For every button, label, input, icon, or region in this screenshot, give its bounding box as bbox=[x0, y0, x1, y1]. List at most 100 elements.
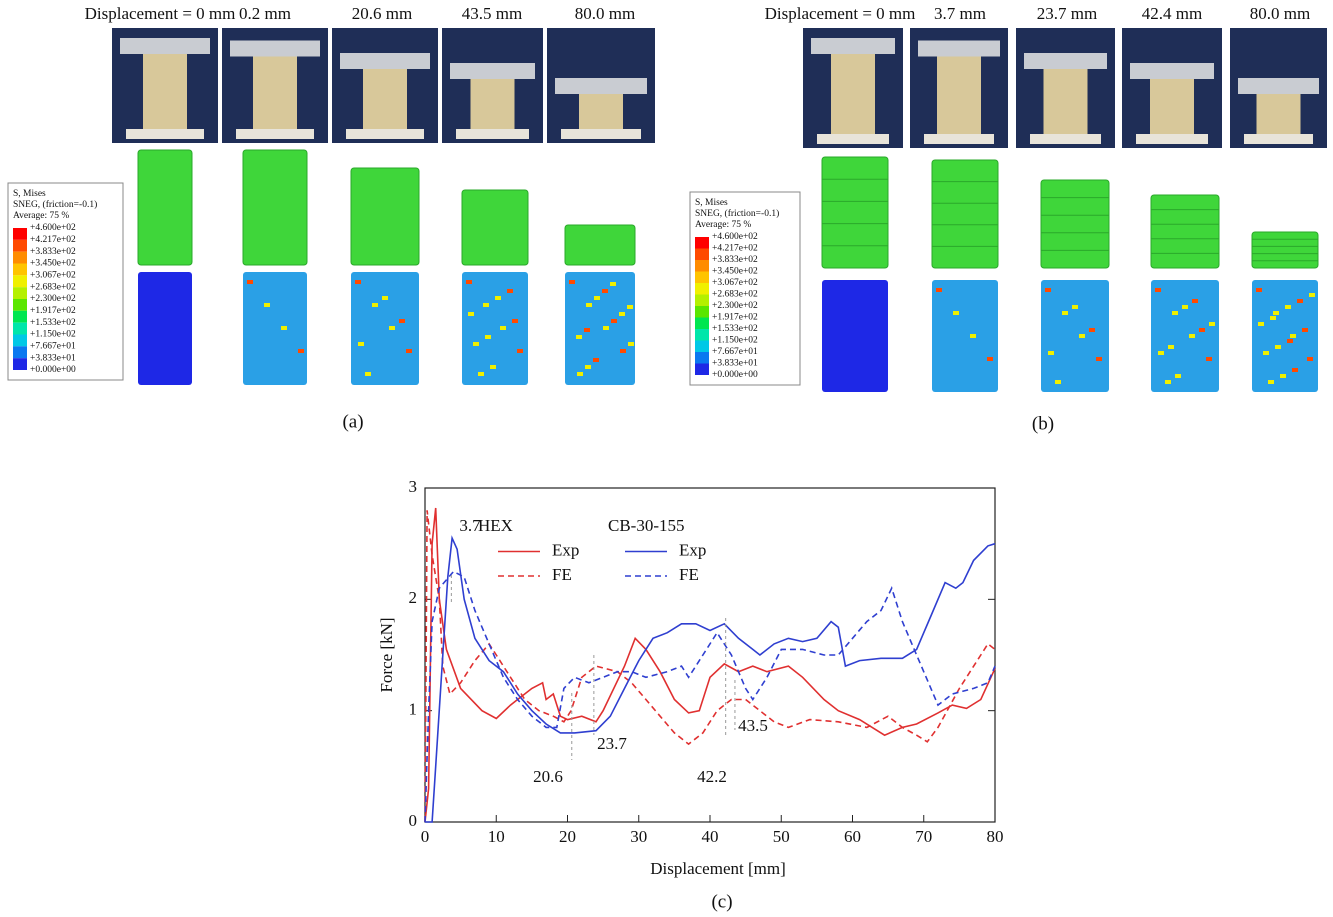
annotation: 43.5 bbox=[738, 716, 768, 735]
stress-spot bbox=[953, 311, 959, 315]
stress-spot bbox=[987, 357, 993, 361]
stress-spot bbox=[1182, 305, 1188, 309]
color-swatch bbox=[695, 237, 709, 249]
photo bbox=[222, 28, 328, 143]
stress-spot bbox=[517, 349, 523, 353]
legend-label: Exp bbox=[679, 540, 706, 559]
x-tick-label: 0 bbox=[421, 827, 430, 846]
stress-spot bbox=[577, 372, 583, 376]
stress-spot bbox=[594, 296, 600, 300]
stress-spot bbox=[507, 289, 513, 293]
caption: (c) bbox=[711, 891, 732, 912]
stress-spot bbox=[485, 335, 491, 339]
series-line bbox=[424, 510, 996, 823]
photo bbox=[547, 28, 655, 143]
stress-spot bbox=[611, 319, 617, 323]
stress-spot bbox=[1268, 380, 1274, 384]
scale-label: +4.600e+02 bbox=[712, 232, 758, 242]
stress-spot bbox=[576, 335, 582, 339]
stage-label: Displacement = 0 mm bbox=[765, 4, 916, 23]
scale-label: +1.533e+02 bbox=[712, 324, 758, 334]
stress-spot bbox=[602, 289, 608, 293]
stress-spot bbox=[610, 282, 616, 286]
stress-spot bbox=[495, 296, 501, 300]
legend-line: SNEG, (friction=-0.1) bbox=[695, 208, 779, 219]
stress-spot bbox=[298, 349, 304, 353]
platen bbox=[450, 63, 535, 79]
stress-spot bbox=[365, 372, 371, 376]
fe-deformed bbox=[1150, 194, 1220, 269]
base bbox=[126, 129, 204, 139]
fe-deformed bbox=[242, 149, 308, 266]
stress-spot bbox=[478, 372, 484, 376]
stress-spot bbox=[627, 305, 633, 309]
stress-spot bbox=[281, 326, 287, 330]
stress-spot bbox=[1096, 357, 1102, 361]
color-swatch bbox=[13, 251, 27, 264]
x-tick-label: 70 bbox=[915, 827, 932, 846]
scale-label: +4.217e+02 bbox=[30, 235, 76, 245]
scale-label: +7.667e+01 bbox=[712, 347, 758, 357]
scale-label: +3.067e+02 bbox=[712, 278, 758, 288]
scale-label: +3.833e+01 bbox=[30, 353, 76, 363]
stress-spot bbox=[1297, 299, 1303, 303]
fe-deformed bbox=[821, 156, 889, 269]
color-swatch bbox=[13, 334, 27, 347]
specimen bbox=[143, 54, 187, 129]
stress-spot bbox=[1089, 328, 1095, 332]
platen bbox=[555, 78, 647, 94]
fe-stress bbox=[822, 280, 888, 392]
stress-spot bbox=[1290, 334, 1296, 338]
stress-spot bbox=[628, 342, 634, 346]
stress-spot bbox=[584, 328, 590, 332]
legend-line: Average: 75 % bbox=[13, 211, 69, 221]
stress-spot bbox=[1273, 311, 1279, 315]
color-swatch bbox=[695, 306, 709, 318]
specimen bbox=[363, 69, 407, 129]
stress-spot bbox=[1256, 288, 1262, 292]
fe-deformed bbox=[1040, 179, 1110, 269]
stress-spot bbox=[1158, 351, 1164, 355]
color-swatch bbox=[695, 248, 709, 260]
scale-label: +1.150e+02 bbox=[30, 330, 76, 340]
annotation: 23.7 bbox=[597, 734, 627, 753]
fe-deformed bbox=[564, 224, 636, 266]
scale-label: +3.450e+02 bbox=[712, 267, 758, 277]
color-swatch bbox=[695, 352, 709, 364]
scale-label: +2.683e+02 bbox=[30, 282, 76, 292]
stress-spot bbox=[1206, 357, 1212, 361]
scale-label: +1.533e+02 bbox=[30, 318, 76, 328]
stress-spot bbox=[569, 280, 575, 284]
specimen bbox=[470, 79, 515, 129]
specimen bbox=[831, 54, 875, 134]
scale-label: +2.683e+02 bbox=[712, 290, 758, 300]
specimen bbox=[1043, 69, 1088, 134]
stress-spot bbox=[593, 358, 599, 362]
color-swatch bbox=[695, 329, 709, 341]
stress-spot bbox=[247, 280, 253, 284]
annotation: 42.2 bbox=[697, 767, 727, 786]
stress-spot bbox=[620, 349, 626, 353]
photo bbox=[332, 28, 438, 143]
specimen bbox=[937, 56, 981, 134]
stage-label: 23.7 mm bbox=[1037, 4, 1097, 23]
stress-spot bbox=[382, 296, 388, 300]
stress-spot bbox=[1172, 311, 1178, 315]
stress-spot bbox=[500, 326, 506, 330]
y-tick-label: 1 bbox=[409, 700, 418, 719]
scale-label: +3.833e+01 bbox=[712, 359, 758, 369]
photo bbox=[112, 28, 218, 143]
scale-label: +0.000e+00 bbox=[30, 365, 76, 375]
color-swatch bbox=[695, 340, 709, 352]
stress-spot bbox=[483, 303, 489, 307]
scale-label: +3.450e+02 bbox=[30, 259, 76, 269]
stress-spot bbox=[585, 365, 591, 369]
scale-label: +1.917e+02 bbox=[712, 313, 758, 323]
base bbox=[236, 129, 314, 139]
stress-spot bbox=[1079, 334, 1085, 338]
fe-stress bbox=[462, 272, 528, 385]
color-swatch bbox=[13, 299, 27, 311]
stress-spot bbox=[1258, 322, 1264, 326]
fe-stress bbox=[138, 272, 192, 385]
stage-label: 42.4 mm bbox=[1142, 4, 1202, 23]
